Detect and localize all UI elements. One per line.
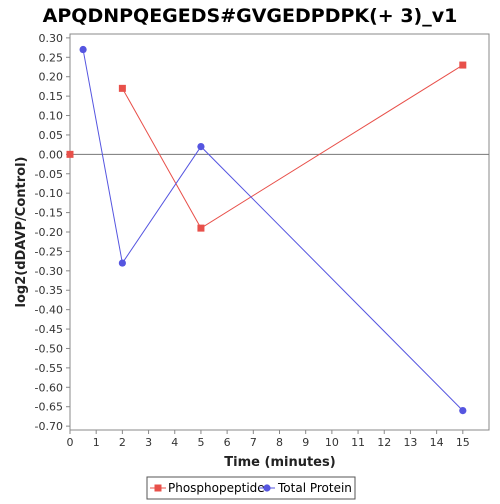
y-tick-label: 0.30 xyxy=(39,32,64,45)
y-tick-label: 0.10 xyxy=(39,110,64,123)
y-tick-label: -0.45 xyxy=(35,323,63,336)
y-tick-label: -0.05 xyxy=(35,168,63,181)
data-point xyxy=(66,150,74,158)
x-tick-label: 12 xyxy=(377,436,391,449)
y-tick-label: -0.65 xyxy=(35,401,63,414)
x-tick-label: 15 xyxy=(456,436,470,449)
x-axis: 0 1 2 3 4 5 6 7 8 9 10 11 12 13 14 15 xyxy=(67,430,470,449)
y-tick-label: -0.40 xyxy=(35,304,63,317)
x-tick-label: 10 xyxy=(325,436,339,449)
plot-frame xyxy=(69,33,490,431)
series-layer xyxy=(66,45,467,415)
y-tick-label: 0.25 xyxy=(39,51,64,64)
y-axis: 0.30 0.25 0.20 0.15 0.10 0.05 0.00 -0.05 -0.10 -0… xyxy=(35,32,70,433)
y-tick-label: -0.30 xyxy=(35,265,63,278)
legend: Phosphopeptide Total Protein xyxy=(146,476,356,500)
x-tick-label: 9 xyxy=(302,436,309,449)
legend-item: Total Protein xyxy=(259,481,352,495)
x-tick-label: 4 xyxy=(171,436,178,449)
y-axis-label: log2(dDAVP/Control) xyxy=(14,157,29,308)
y-tick-label: -0.70 xyxy=(35,420,63,433)
x-tick-label: 0 xyxy=(67,436,74,449)
x-tick-label: 2 xyxy=(119,436,126,449)
y-tick-label: 0.00 xyxy=(39,148,64,161)
data-point xyxy=(197,224,205,232)
data-point xyxy=(79,45,87,54)
x-axis-label: Time (minutes) xyxy=(224,455,335,470)
series-phosphopeptide xyxy=(66,61,467,232)
x-tick-label: 14 xyxy=(430,436,444,449)
x-tick-label: 1 xyxy=(93,436,100,449)
x-tick-label: 3 xyxy=(145,436,152,449)
y-tick-label: -0.55 xyxy=(35,362,63,375)
y-tick-label: -0.35 xyxy=(35,284,63,297)
legend-marker xyxy=(263,484,271,492)
legend-label: Phosphopeptide xyxy=(168,481,265,495)
y-tick-label: 0.05 xyxy=(39,129,64,142)
y-tick-label: 0.15 xyxy=(39,90,64,103)
y-tick-label: -0.25 xyxy=(35,245,63,258)
y-tick-label: -0.20 xyxy=(35,226,63,239)
y-tick-label: -0.50 xyxy=(35,342,63,355)
x-tick-label: 7 xyxy=(250,436,257,449)
legend-item: Phosphopeptide xyxy=(150,481,265,495)
data-point xyxy=(459,61,467,69)
chart-title: APQDNPQEGEDS#GVGEDPDPK(+ 3)_v1 xyxy=(43,5,458,27)
legend-box xyxy=(146,476,356,500)
y-tick-label: -0.60 xyxy=(35,381,63,394)
y-tick-label: -0.10 xyxy=(35,187,63,200)
legend-label: Total Protein xyxy=(277,481,352,495)
data-point xyxy=(459,406,467,415)
x-tick-label: 6 xyxy=(224,436,231,449)
plot-area xyxy=(69,33,490,431)
x-tick-label: 5 xyxy=(197,436,204,449)
x-tick-label: 8 xyxy=(276,436,283,449)
series-line xyxy=(82,49,464,411)
data-point xyxy=(118,84,126,92)
y-tick-label: 0.20 xyxy=(39,71,64,84)
x-tick-label: 13 xyxy=(403,436,417,449)
y-tick-label: -0.15 xyxy=(35,207,63,220)
x-tick-label: 11 xyxy=(351,436,365,449)
series-total-protein xyxy=(79,45,467,415)
data-point xyxy=(197,142,205,151)
legend-marker xyxy=(154,484,162,492)
data-point xyxy=(118,259,126,267)
